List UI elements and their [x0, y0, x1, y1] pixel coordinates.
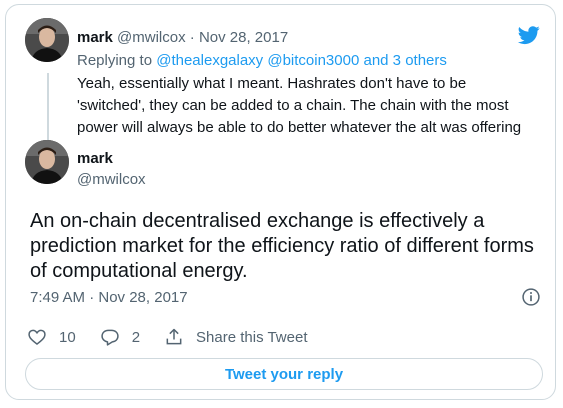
heart-icon — [28, 329, 46, 346]
thread-line — [47, 73, 49, 143]
info-icon[interactable] — [521, 287, 541, 307]
reply-icon — [101, 329, 119, 346]
author-avatar[interactable] — [25, 140, 69, 184]
tweet-card: mark @mwilcox · Nov 28, 2017 Replying to… — [5, 4, 556, 400]
twitter-bird-icon[interactable] — [516, 24, 542, 46]
tweet-timestamp[interactable]: 7:49 AM · Nov 28, 2017 — [30, 289, 188, 306]
quoted-avatar[interactable] — [25, 18, 69, 62]
reply-action[interactable]: 2 — [100, 327, 140, 347]
quoted-separator: · — [189, 29, 195, 46]
quoted-header: mark @mwilcox · Nov 28, 2017 — [77, 29, 288, 46]
share-action[interactable]: Share this Tweet — [164, 327, 307, 347]
replying-others-link[interactable]: and 3 others — [363, 52, 447, 69]
quoted-tweet-text: Yeah, essentially what I meant. Hashrate… — [77, 75, 522, 136]
replying-prefix: Replying to — [77, 52, 153, 69]
share-label: Share this Tweet — [196, 328, 308, 346]
author-handle[interactable]: @mwilcox — [77, 171, 146, 188]
replying-users-link[interactable]: @thealexgalaxy @bitcoin3000 — [156, 52, 360, 69]
reply-count: 2 — [131, 328, 141, 346]
tweet-actions: 10 2 Share this Tweet — [27, 324, 331, 350]
quoted-date[interactable]: Nov 28, 2017 — [198, 29, 289, 46]
replying-to: Replying to @thealexgalaxy @bitcoin3000 … — [77, 52, 447, 69]
quoted-author-name[interactable]: mark — [77, 29, 113, 46]
author-name[interactable]: mark — [77, 150, 113, 167]
like-count: 10 — [59, 328, 76, 346]
share-icon — [166, 328, 182, 345]
tweet-text: An on-chain decentralised exchange is ef… — [30, 210, 534, 282]
like-action[interactable]: 10 — [27, 327, 76, 347]
quoted-author-handle[interactable]: @mwilcox — [117, 29, 186, 46]
tweet-your-reply-button[interactable]: Tweet your reply — [25, 358, 543, 390]
